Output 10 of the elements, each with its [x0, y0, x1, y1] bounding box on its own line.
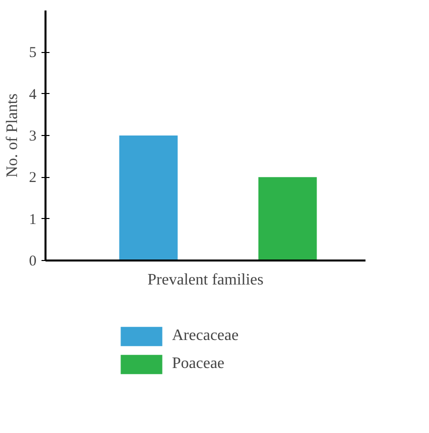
- legend-label: Arecaceae: [172, 327, 239, 345]
- y-tick-label: 3: [29, 128, 36, 144]
- x-axis-title: Prevalent families: [148, 272, 264, 288]
- y-tick-label: 1: [29, 212, 36, 228]
- y-tick-label: 4: [29, 86, 37, 103]
- y-axis-title: No. of Plants: [4, 94, 21, 178]
- y-tick-label: 2: [29, 170, 36, 186]
- y-tick-label: 0: [29, 254, 36, 270]
- legend-label: Poaceae: [172, 355, 224, 373]
- y-tick-label: 5: [29, 45, 36, 62]
